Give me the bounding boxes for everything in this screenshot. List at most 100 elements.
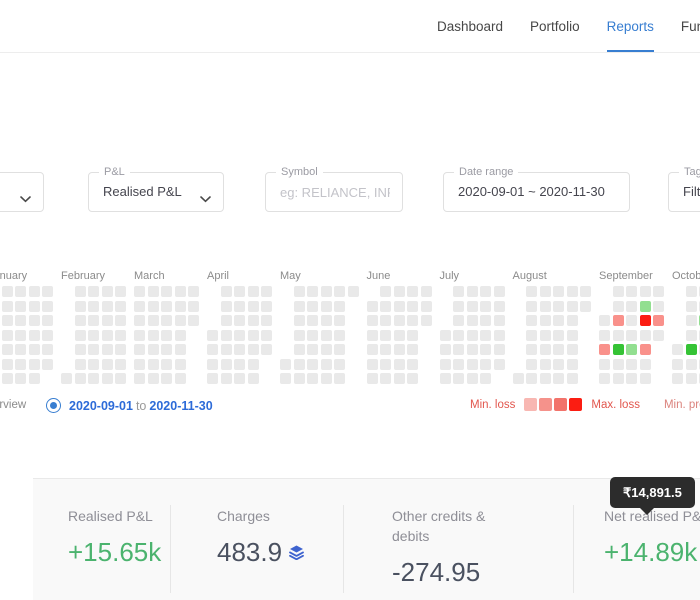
nav-funds[interactable]: Funds (680, 18, 700, 34)
heatmap-cell[interactable] (115, 373, 126, 384)
heatmap-cell[interactable] (453, 315, 464, 326)
heatmap-cell[interactable] (1, 315, 13, 326)
heatmap-cell[interactable] (74, 286, 86, 297)
heatmap-cell[interactable] (280, 373, 291, 384)
heatmap-cell[interactable] (685, 329, 697, 341)
heatmap-cell[interactable] (334, 286, 345, 297)
heatmap-cell[interactable] (220, 300, 232, 312)
heatmap-cell[interactable] (553, 358, 564, 370)
nav-portfolio[interactable]: Portfolio (530, 18, 580, 34)
heatmap-cell[interactable] (161, 358, 172, 370)
heatmap-cell[interactable] (134, 286, 145, 297)
heatmap-cell[interactable] (247, 329, 259, 341)
heatmap-cell[interactable] (566, 286, 578, 297)
heatmap-cell[interactable] (626, 358, 637, 370)
heatmap-cell[interactable] (493, 286, 505, 297)
heatmap-cell[interactable] (366, 358, 378, 370)
heatmap-cell[interactable] (74, 358, 86, 370)
heatmap-cell[interactable] (1, 373, 13, 384)
heatmap-cell[interactable] (639, 344, 651, 355)
heatmap-cell[interactable] (334, 300, 345, 312)
heatmap-cell[interactable] (480, 344, 491, 355)
heatmap-cell[interactable] (566, 344, 578, 355)
heatmap-cell[interactable] (147, 315, 159, 326)
heatmap-cell[interactable] (293, 315, 305, 326)
heatmap-cell[interactable] (599, 315, 610, 326)
heatmap-cell[interactable] (539, 286, 551, 297)
heatmap-cell[interactable] (161, 315, 172, 326)
heatmap-cell[interactable] (526, 329, 537, 341)
heatmap-cell[interactable] (366, 315, 378, 326)
heatmap-cell[interactable] (42, 315, 53, 326)
heatmap-cell[interactable] (147, 344, 159, 355)
segment-select[interactable] (0, 172, 44, 212)
heatmap-cell[interactable] (28, 300, 40, 312)
heatmap-cell[interactable] (320, 373, 332, 384)
heatmap-cell[interactable] (553, 373, 564, 384)
heatmap-cell[interactable] (612, 344, 624, 355)
heatmap-cell[interactable] (439, 344, 451, 355)
heatmap-cell[interactable] (320, 329, 332, 341)
heatmap-cell[interactable] (134, 300, 145, 312)
heatmap-cell[interactable] (15, 329, 26, 341)
heatmap-cell[interactable] (115, 358, 126, 370)
heatmap-cell[interactable] (101, 286, 113, 297)
heatmap-cell[interactable] (220, 373, 232, 384)
heatmap-cell[interactable] (580, 286, 591, 297)
heatmap-cell[interactable] (553, 344, 564, 355)
heatmap-cell[interactable] (174, 344, 186, 355)
heatmap-cell[interactable] (466, 329, 478, 341)
heatmap-cell[interactable] (407, 329, 418, 341)
heatmap-cell[interactable] (247, 286, 259, 297)
heatmap-cell[interactable] (15, 315, 26, 326)
heatmap-cell[interactable] (307, 300, 318, 312)
heatmap-cell[interactable] (420, 315, 432, 326)
heatmap-cell[interactable] (115, 300, 126, 312)
heatmap-cell[interactable] (334, 329, 345, 341)
heatmap-cell[interactable] (685, 358, 697, 370)
heatmap-cell[interactable] (380, 329, 391, 341)
heatmap-cell[interactable] (220, 358, 232, 370)
heatmap-cell[interactable] (526, 358, 537, 370)
heatmap-cell[interactable] (439, 373, 451, 384)
heatmap-cell[interactable] (466, 344, 478, 355)
heatmap-cell[interactable] (626, 329, 637, 341)
tags-field[interactable]: Tags Filter (668, 166, 700, 212)
heatmap-cell[interactable] (612, 373, 624, 384)
heatmap-cell[interactable] (639, 358, 651, 370)
heatmap-cell[interactable] (453, 286, 464, 297)
heatmap-cell[interactable] (626, 315, 637, 326)
heatmap-cell[interactable] (453, 358, 464, 370)
heatmap-cell[interactable] (480, 329, 491, 341)
heatmap-cell[interactable] (115, 286, 126, 297)
heatmap-cell[interactable] (493, 300, 505, 312)
nav-reports[interactable]: Reports (606, 0, 654, 52)
heatmap-cell[interactable] (393, 358, 405, 370)
heatmap-cell[interactable] (612, 315, 624, 326)
heatmap-cell[interactable] (320, 300, 332, 312)
heatmap-cell[interactable] (174, 286, 186, 297)
heatmap-cell[interactable] (307, 373, 318, 384)
heatmap-cell[interactable] (466, 300, 478, 312)
heatmap-cell[interactable] (42, 329, 53, 341)
heatmap-cell[interactable] (420, 286, 432, 297)
heatmap-cell[interactable] (599, 358, 610, 370)
heatmap-cell[interactable] (380, 358, 391, 370)
heatmap-cell[interactable] (512, 373, 524, 384)
heatmap-cell[interactable] (580, 300, 591, 312)
heatmap-cell[interactable] (261, 300, 272, 312)
heatmap-cell[interactable] (639, 286, 651, 297)
nav-dashboard[interactable]: Dashboard (437, 18, 504, 34)
heatmap-cell[interactable] (407, 300, 418, 312)
heatmap-cell[interactable] (566, 300, 578, 312)
heatmap-cell[interactable] (466, 315, 478, 326)
heatmap-cell[interactable] (280, 358, 291, 370)
heatmap-cell[interactable] (526, 315, 537, 326)
heatmap-cell[interactable] (147, 286, 159, 297)
heatmap-cell[interactable] (234, 329, 245, 341)
heatmap-cell[interactable] (101, 344, 113, 355)
heatmap-cell[interactable] (639, 373, 651, 384)
heatmap-cell[interactable] (439, 329, 451, 341)
heatmap-cell[interactable] (15, 300, 26, 312)
heatmap-cell[interactable] (393, 373, 405, 384)
